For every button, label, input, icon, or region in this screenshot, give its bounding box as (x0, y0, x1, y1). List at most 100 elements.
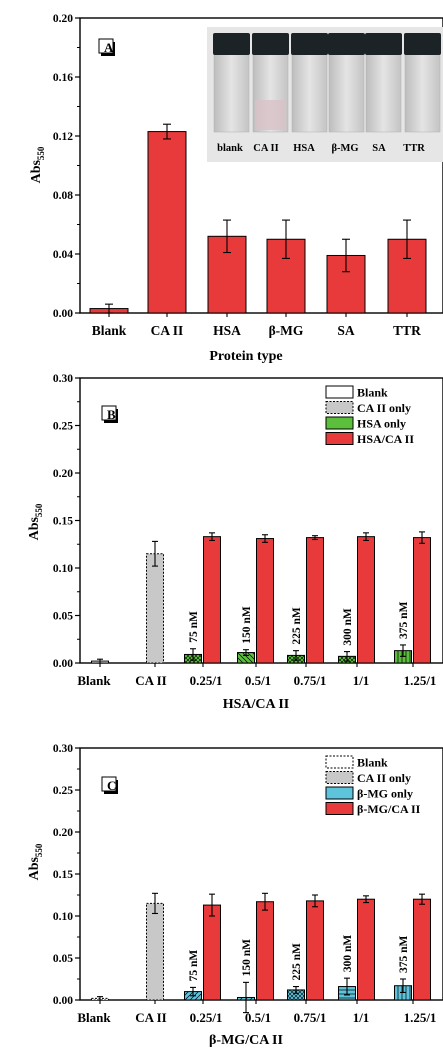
vial-tint (255, 100, 286, 130)
panel-c: 0.00 0.05 0.10 0.15 0.20 0.25 0.30 C Blank CA II 0… (27, 743, 443, 1048)
x-tick-label: 0.5/1 (245, 1010, 271, 1025)
x-tick-label: 1.25/1 (404, 673, 437, 688)
vial (328, 51, 365, 133)
concentration-label: 225 nM (291, 607, 303, 645)
panel-letter-b: B (107, 407, 116, 422)
x-tick-label: 1/1 (353, 673, 370, 688)
vial-photo-inset: blank CA II HSA β-MG SA TTR (207, 27, 443, 162)
panel-a: 0.00 0.04 0.08 0.12 0.16 0.20 A Blank CA II HSA β-… (29, 13, 443, 364)
bar-only-hatch (287, 989, 305, 1000)
axis-title-x-c: β-MG/CA II (209, 1033, 283, 1048)
vial-cap (404, 33, 441, 55)
bar-mix (256, 901, 274, 1001)
y-tick-label: 0.16 (53, 72, 73, 84)
legend-swatch (325, 385, 354, 399)
vial-cap (291, 33, 328, 55)
x-tick-label: CA II (135, 673, 166, 688)
legend-label: Blank (357, 756, 388, 770)
x-tick-label: 0.25/1 (190, 1010, 223, 1025)
axis-title-x-b: HSA/CA II (223, 697, 290, 712)
x-tick-label: 0.75/1 (294, 1010, 327, 1025)
y-tick-label: 0.10 (53, 563, 73, 575)
legend-swatch (325, 771, 354, 784)
legend-swatch (325, 802, 354, 815)
inset-vial-label: CA II (253, 143, 278, 154)
y-tick-label: 0.25 (53, 785, 73, 797)
legend-swatch (325, 416, 354, 430)
panel-letter-a: A (104, 40, 114, 55)
x-tick-label: Blank (92, 323, 127, 338)
panel-letter-box (101, 405, 117, 421)
axis-title-y-c: Abs550 (27, 843, 44, 880)
y-tick-label: 0.10 (53, 911, 73, 923)
y-tick-label: 0.00 (53, 995, 73, 1007)
x-tick-label: 1/1 (353, 1010, 370, 1025)
bar (147, 131, 187, 314)
bar-caii (146, 902, 164, 1001)
legend-label: CA II only (357, 401, 411, 415)
axis-title-y-a: Abs550 (29, 146, 46, 183)
panel-letter-c: C (107, 778, 116, 793)
bar-mix (203, 904, 221, 1001)
axis-title-y-b: Abs550 (27, 503, 44, 540)
x-tick-label: 0.75/1 (294, 673, 327, 688)
bar-mix (256, 538, 274, 664)
y-tick-label: 0.04 (53, 249, 73, 261)
y-tick-label: 0.25 (53, 421, 73, 433)
legend-label: β-MG/CA II (357, 802, 421, 816)
legend-label: HSA only (357, 417, 406, 431)
y-tick-label: 0.30 (53, 373, 73, 385)
legend-swatch (325, 755, 354, 769)
concentration-label: 150 nM (241, 606, 253, 644)
y-tick-label: 0.08 (53, 190, 73, 202)
concentration-label: 225 nM (291, 943, 303, 981)
legend-label: CA II only (357, 771, 411, 785)
x-tick-label: HSA (213, 323, 241, 338)
legend-swatch (325, 786, 354, 800)
x-tick-label: CA II (135, 1010, 166, 1025)
bar-only-hatch (237, 652, 255, 663)
vial-cap (328, 33, 365, 55)
legend-label: β-MG only (357, 787, 413, 801)
inset-vial-label: TTR (403, 143, 425, 154)
panel-letter-box (101, 776, 117, 792)
x-tick-label: CA II (151, 323, 184, 338)
vial (213, 51, 250, 133)
x-tick-label: 1.25/1 (404, 1010, 437, 1025)
legend-swatch (325, 401, 354, 414)
legend-label: HSA/CA II (357, 432, 414, 446)
inset-vial-label: SA (372, 143, 386, 154)
y-tick-label: 0.15 (53, 869, 73, 881)
y-tick-label: 0.00 (53, 658, 73, 670)
x-tick-label: 0.5/1 (245, 673, 271, 688)
panel-b: 0.00 0.05 0.10 0.15 0.20 0.25 0.30 B Blank CA II 0… (27, 373, 443, 712)
concentration-label: 75 nM (188, 950, 200, 982)
bar-mix (413, 537, 431, 664)
inset-vial-label: β-MG (331, 143, 358, 154)
bar-mix (203, 536, 221, 664)
bar-mix (413, 898, 431, 1001)
bar-mix (306, 900, 324, 1001)
concentration-label: 375 nM (398, 601, 410, 639)
x-tick-label: 0.25/1 (190, 673, 223, 688)
y-tick-label: 0.05 (53, 611, 73, 623)
vial-cap (365, 33, 402, 55)
y-tick-label: 0.30 (53, 743, 73, 755)
legend-swatch (325, 432, 354, 445)
bar-caii (146, 553, 164, 664)
bar-mix (306, 537, 324, 664)
vial-cap (252, 33, 289, 55)
y-tick-label: 0.12 (53, 131, 73, 143)
axis-title-x-a: Protein type (209, 349, 282, 364)
y-tick-label: 0.20 (53, 13, 73, 25)
inset-vial-label: blank (217, 143, 243, 154)
vial-cap (213, 33, 250, 55)
y-tick-label: 0.15 (53, 516, 73, 528)
concentration-label: 300 nM (342, 935, 354, 973)
bar-mix (357, 898, 375, 1001)
inset-vial-label: HSA (293, 143, 315, 154)
bar-mix (357, 536, 375, 664)
y-tick-label: 0.20 (53, 827, 73, 839)
concentration-label: 300 nM (342, 608, 354, 646)
